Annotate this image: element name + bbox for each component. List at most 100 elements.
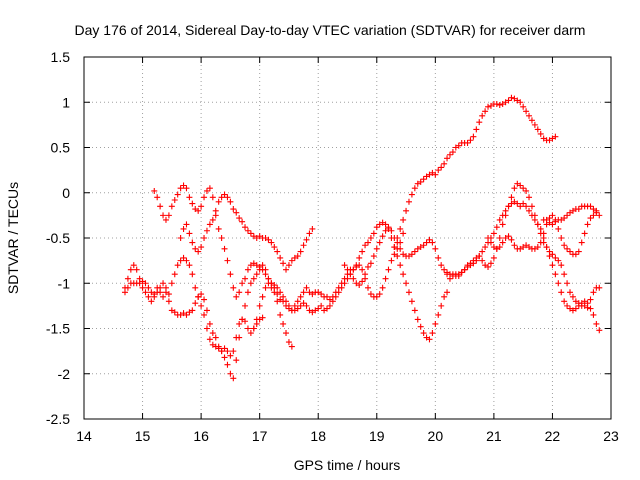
data-point (485, 103, 492, 110)
data-point (367, 291, 374, 298)
data-point (364, 284, 371, 291)
data-point (341, 262, 348, 269)
data-point (426, 336, 433, 343)
data-point (189, 307, 196, 314)
x-tick-label: 19 (369, 428, 385, 444)
data-point (405, 198, 412, 205)
data-point (508, 94, 515, 101)
data-point (549, 262, 556, 269)
data-point (558, 262, 565, 269)
data-point (362, 242, 369, 249)
data-point (174, 191, 181, 198)
data-point (171, 309, 178, 316)
data-point (531, 121, 538, 128)
data-point (262, 271, 269, 278)
series-track-9 (485, 209, 600, 258)
data-point (174, 262, 181, 269)
data-point (376, 291, 383, 298)
data-point (552, 133, 559, 140)
data-point (531, 216, 538, 223)
data-point (121, 289, 128, 296)
y-axis-label: SDTVAR / TECUs (5, 182, 21, 294)
data-point (449, 149, 456, 156)
data-point (303, 302, 310, 309)
data-point (151, 187, 158, 194)
data-point (564, 245, 571, 252)
data-point (215, 225, 222, 232)
y-tick-label: 1 (62, 94, 70, 110)
data-point (201, 235, 208, 241)
data-point (508, 194, 515, 201)
data-point (203, 307, 210, 314)
data-point (218, 194, 225, 201)
data-point (567, 289, 574, 296)
data-point (303, 236, 310, 243)
data-point (253, 271, 260, 278)
data-point (493, 101, 500, 108)
data-point (209, 194, 216, 201)
data-point (388, 257, 395, 264)
data-point (432, 245, 439, 252)
data-point (291, 302, 298, 309)
data-point (561, 215, 568, 222)
x-tick-label: 20 (428, 428, 444, 444)
data-point (356, 262, 363, 269)
data-point (438, 262, 445, 269)
data-point (575, 248, 582, 255)
data-point (575, 206, 582, 213)
data-point (133, 266, 140, 273)
data-point (227, 352, 234, 359)
data-point (534, 244, 541, 251)
x-tick-label: 21 (486, 428, 502, 444)
data-point (537, 239, 544, 246)
data-point (561, 242, 568, 249)
data-point (338, 280, 345, 287)
data-point (373, 245, 380, 252)
data-point (230, 206, 237, 213)
data-point (567, 248, 574, 255)
data-point (206, 221, 213, 228)
data-point (236, 215, 243, 222)
data-point (397, 262, 404, 269)
data-point (549, 221, 556, 228)
data-point (148, 298, 155, 305)
data-point (517, 99, 524, 106)
grid-lines (84, 57, 611, 419)
data-point (400, 271, 407, 278)
data-point (145, 284, 152, 291)
data-point (359, 248, 366, 255)
data-point (300, 242, 307, 249)
data-point (373, 224, 380, 231)
plot-frame (83, 56, 612, 420)
data-point (239, 218, 246, 225)
data-point (233, 334, 240, 341)
data-point (526, 194, 533, 201)
data-point (294, 253, 301, 260)
data-point (318, 302, 325, 309)
data-point (247, 230, 254, 237)
data-point (227, 198, 234, 205)
data-point (564, 302, 571, 309)
data-point (145, 293, 152, 300)
data-point (268, 239, 275, 246)
data-point (505, 97, 512, 104)
data-point (546, 253, 553, 260)
data-point (162, 216, 169, 223)
data-point (274, 248, 281, 255)
data-point (157, 203, 164, 210)
data-point (285, 339, 292, 346)
data-point (362, 271, 369, 278)
data-point (177, 235, 184, 241)
data-point (189, 239, 196, 246)
data-point (435, 311, 442, 318)
data-point (564, 280, 571, 287)
data-point (244, 266, 251, 273)
data-point (455, 273, 462, 280)
data-point (528, 117, 535, 124)
data-point (578, 239, 585, 246)
data-point (359, 278, 366, 285)
data-point (160, 293, 167, 300)
y-tick-label: -2.5 (46, 411, 70, 427)
data-point (590, 212, 597, 219)
data-point (324, 305, 331, 312)
